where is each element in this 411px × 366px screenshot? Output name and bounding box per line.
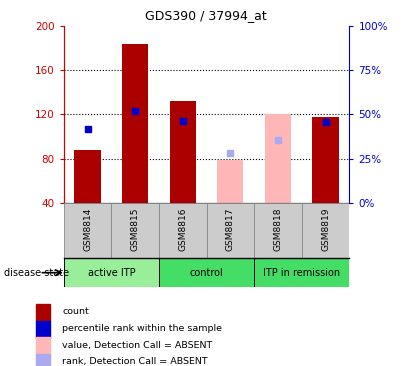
Text: active ITP: active ITP [88, 268, 135, 278]
Bar [74, 150, 101, 203]
Bar [302, 203, 349, 258]
Bar [36, 321, 50, 338]
Text: control: control [189, 268, 224, 278]
Bar [217, 160, 243, 203]
Text: rank, Detection Call = ABSENT: rank, Detection Call = ABSENT [62, 357, 208, 366]
Bar [111, 203, 159, 258]
Text: GSM8819: GSM8819 [321, 208, 330, 251]
Bar [170, 101, 196, 203]
Text: count: count [62, 307, 89, 316]
Bar [254, 203, 302, 258]
Bar [36, 304, 50, 321]
Bar [206, 203, 254, 258]
Bar [36, 337, 50, 355]
Bar [312, 117, 339, 203]
Bar [36, 354, 50, 366]
Text: GDS390 / 37994_at: GDS390 / 37994_at [145, 9, 266, 22]
Bar [254, 258, 349, 287]
Text: GSM8817: GSM8817 [226, 208, 235, 251]
Text: disease state: disease state [4, 268, 69, 279]
Bar [64, 203, 111, 258]
Bar [265, 114, 291, 203]
Text: GSM8814: GSM8814 [83, 208, 92, 251]
Text: value, Detection Call = ABSENT: value, Detection Call = ABSENT [62, 341, 212, 350]
Bar [159, 203, 206, 258]
Text: ITP in remission: ITP in remission [263, 268, 340, 278]
Text: GSM8815: GSM8815 [131, 208, 140, 251]
Bar [265, 114, 291, 203]
Text: GSM8816: GSM8816 [178, 208, 187, 251]
Bar [64, 258, 159, 287]
Text: GSM8818: GSM8818 [273, 208, 282, 251]
Text: percentile rank within the sample: percentile rank within the sample [62, 324, 222, 333]
Bar [122, 45, 148, 203]
Bar [159, 258, 254, 287]
